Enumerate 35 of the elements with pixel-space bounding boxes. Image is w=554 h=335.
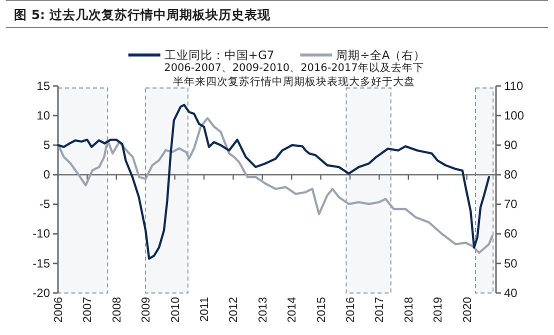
y2-tick-label: 50: [504, 256, 518, 270]
x-tick-label: 2019: [432, 297, 445, 323]
legend-label: 周期÷全A（右）: [336, 48, 426, 62]
x-tick-label: 2006: [53, 297, 65, 323]
x-tick-label: 2009: [140, 297, 153, 323]
x-tick-label: 2020: [462, 297, 474, 323]
y-tick-label: -20: [32, 286, 50, 300]
y2-tick-label: 110: [504, 78, 524, 93]
legend-label: 工业同比：中国+G7: [164, 48, 274, 62]
y2-tick-label: 70: [504, 197, 518, 212]
x-tick-label: 2007: [82, 297, 94, 323]
y2-tick-label: 80: [504, 168, 518, 182]
x-tick-label: 2017: [374, 297, 386, 323]
x-tick-label: 2011: [199, 297, 211, 322]
chart-title: 图 5: 过去几次复苏行情中周期板块历史表现: [6, 0, 548, 28]
y-tick-label: 15: [36, 78, 50, 93]
y-tick-label: 0: [43, 168, 50, 182]
x-tick-label: 2013: [257, 297, 270, 323]
y-tick-label: 5: [43, 138, 50, 152]
y2-tick-label: 60: [504, 226, 518, 241]
y-tick-label: -10: [32, 226, 50, 241]
x-tick-label: 2010: [170, 297, 182, 323]
x-tick-label: 2015: [316, 297, 328, 323]
y-tick-label: 10: [36, 108, 50, 122]
annotation: 2006-2007、2009-2010、2016-2017年以及去年下半年来四次复苏行情中周期板块表现大多好于大盘: [163, 62, 425, 89]
y2-tick-label: 40: [504, 286, 518, 300]
y2-tick-label: 90: [504, 138, 518, 152]
x-tick-label: 2018: [403, 297, 416, 323]
y2-tick-label: 100: [504, 108, 524, 122]
x-tick-label: 2014: [286, 296, 299, 323]
x-tick-label: 2008: [111, 297, 124, 323]
x-tick-label: 2016: [345, 297, 357, 323]
y-tick-label: -15: [32, 256, 50, 270]
y-tick-label: -5: [39, 197, 50, 212]
x-tick-label: 2012: [228, 297, 240, 323]
